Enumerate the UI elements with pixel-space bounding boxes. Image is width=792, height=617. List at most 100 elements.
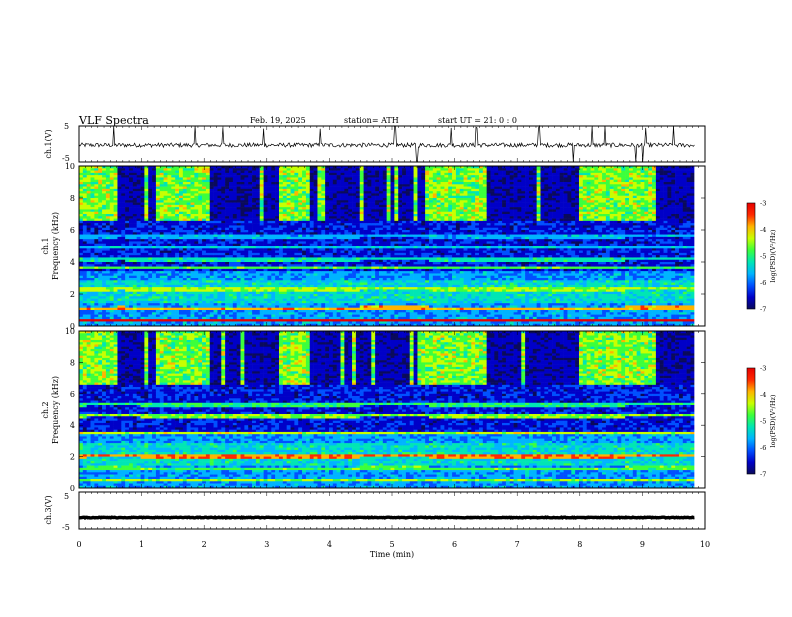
spectrogram-cell [141,269,145,272]
spectrogram-cell [310,237,314,240]
spectrogram-cell [225,171,229,174]
spectrogram-cell [156,237,160,240]
spectrogram-cell [302,225,306,228]
spectrogram-cell [160,287,164,290]
spectrogram-cell [194,207,198,210]
spectrogram-cell [221,214,225,217]
spectrogram-cell [144,310,148,313]
spectrogram-cell [117,317,121,320]
spectrogram-cell [160,214,164,217]
spectrogram-cell [144,255,148,258]
spectrogram-cell [210,205,214,208]
spectrogram-cell [106,232,110,235]
spectrogram-cell [102,294,106,297]
spectrogram-cell [156,248,160,251]
spectrogram-cell [237,253,241,256]
spectrogram-cell [198,319,202,322]
spectrogram-cell [191,182,195,185]
spectrogram-cell [175,191,179,194]
spectrogram-cell [325,257,329,260]
spectrogram-cell [187,203,191,206]
spectrogram-cell [237,182,241,185]
spectrogram-cell [252,315,256,318]
spectrogram-cell [87,321,91,324]
spectrogram-cell [252,187,256,190]
spectrogram-cell [83,315,87,318]
spectrogram-cell [298,253,302,256]
spectrogram-cell [110,310,114,313]
spectrogram-cell [206,257,210,260]
spectrogram-cell [237,289,241,292]
spectrogram-cell [221,317,225,320]
spectrogram-cell [260,292,264,295]
spectrogram-cell [133,177,137,180]
spectrogram-cell [333,182,337,185]
spectrogram-cell [341,189,345,192]
spectrogram-cell [271,289,275,292]
spectrogram-cell [152,292,156,295]
spectrogram-cell [125,177,129,180]
spectrogram-cell [214,225,218,228]
spectrogram-cell [141,255,145,258]
spectrogram-cell [121,301,125,304]
spectrogram-cell [233,257,237,260]
spectrogram-cell [171,283,175,286]
spectrogram-cell [310,276,314,279]
spectrogram-cell [110,175,114,178]
spectrogram-cell [129,171,133,174]
spectrogram-cell [244,237,248,240]
spectrogram-cell [117,319,121,322]
spectrogram-cell [317,294,321,297]
spectrogram-cell [221,264,225,267]
spectrogram-cell [198,260,202,263]
spectrogram-cell [294,212,298,215]
spectrogram-cell [125,187,129,190]
spectrogram-cell [298,219,302,222]
spectrogram-cell [83,177,87,180]
spectrogram-cell [167,285,171,288]
spectrogram-cell [291,198,295,201]
spectrogram-cell [121,296,125,299]
spectrogram-cell [260,173,264,176]
spectrogram-cell [125,273,129,276]
spectrogram-cell [106,235,110,238]
spectrogram-cell [294,175,298,178]
spectrogram-cell [287,221,291,224]
spectrogram-cell [225,214,229,217]
spectrogram-cell [271,230,275,233]
spectrogram-cell [194,257,198,260]
spectrogram-cell [152,301,156,304]
spectrogram-cell [302,246,306,249]
spectrogram-cell [210,171,214,174]
spectrogram-cell [291,253,295,256]
spectrogram-cell [198,182,202,185]
spectrogram-cell [244,303,248,306]
spectrogram-cell [117,299,121,302]
spectrogram-cell [117,296,121,299]
spectrogram-cell [79,253,83,256]
spectrogram-cell [306,237,310,240]
spectrogram-cell [260,196,264,199]
spectrogram-cell [283,303,287,306]
spectrogram-cell [214,276,218,279]
spectrogram-cell [279,310,283,313]
spectrogram-cell [171,239,175,242]
spectrogram-cell [171,285,175,288]
spectrogram-cell [329,267,333,270]
spectrogram-cell [87,244,91,247]
spectrogram-cell [98,173,102,176]
spectrogram-cell [206,262,210,265]
figure-station: station= ATH [344,116,399,125]
spectrogram-cell [229,187,233,190]
spectrogram-cell [167,317,171,320]
spectrogram-cell [79,198,83,201]
spectrogram-cell [129,321,133,324]
spectrogram-cell [133,187,137,190]
spectrogram-cell [298,205,302,208]
spectrogram-cell [117,260,121,263]
spectrogram-cell [198,189,202,192]
spectrogram-cell [229,296,233,299]
spectrogram-cell [252,299,256,302]
spectrogram-cell [244,294,248,297]
spectrogram-cell [279,260,283,263]
